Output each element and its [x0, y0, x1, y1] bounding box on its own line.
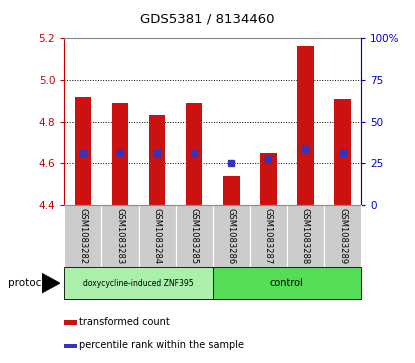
Bar — [64, 343, 77, 348]
Bar — [213, 205, 250, 267]
Bar — [297, 46, 314, 205]
Text: GSM1083283: GSM1083283 — [115, 208, 124, 264]
Bar — [64, 267, 213, 299]
Bar — [75, 97, 91, 205]
Bar — [149, 115, 166, 205]
Text: GSM1083288: GSM1083288 — [301, 208, 310, 264]
Text: percentile rank within the sample: percentile rank within the sample — [79, 340, 244, 350]
Text: control: control — [270, 278, 304, 288]
Bar — [176, 205, 213, 267]
Polygon shape — [42, 273, 60, 293]
Text: protocol: protocol — [8, 278, 51, 288]
Bar — [250, 205, 287, 267]
Text: GSM1083282: GSM1083282 — [78, 208, 88, 264]
Bar — [334, 99, 351, 205]
Bar — [186, 103, 203, 205]
Text: GSM1083289: GSM1083289 — [338, 208, 347, 264]
Bar — [64, 205, 101, 267]
Text: GDS5381 / 8134460: GDS5381 / 8134460 — [140, 13, 275, 26]
Bar — [64, 320, 77, 325]
Text: transformed count: transformed count — [79, 317, 170, 327]
Bar — [223, 176, 239, 205]
Text: GSM1083287: GSM1083287 — [264, 208, 273, 264]
Text: GSM1083284: GSM1083284 — [153, 208, 161, 264]
Bar — [213, 267, 361, 299]
Bar — [101, 205, 139, 267]
Text: GSM1083285: GSM1083285 — [190, 208, 199, 264]
Bar — [324, 205, 361, 267]
Bar — [112, 103, 128, 205]
Text: doxycycline-induced ZNF395: doxycycline-induced ZNF395 — [83, 279, 194, 287]
Bar — [139, 205, 176, 267]
Bar — [260, 153, 277, 205]
Text: GSM1083286: GSM1083286 — [227, 208, 236, 264]
Bar — [287, 205, 324, 267]
